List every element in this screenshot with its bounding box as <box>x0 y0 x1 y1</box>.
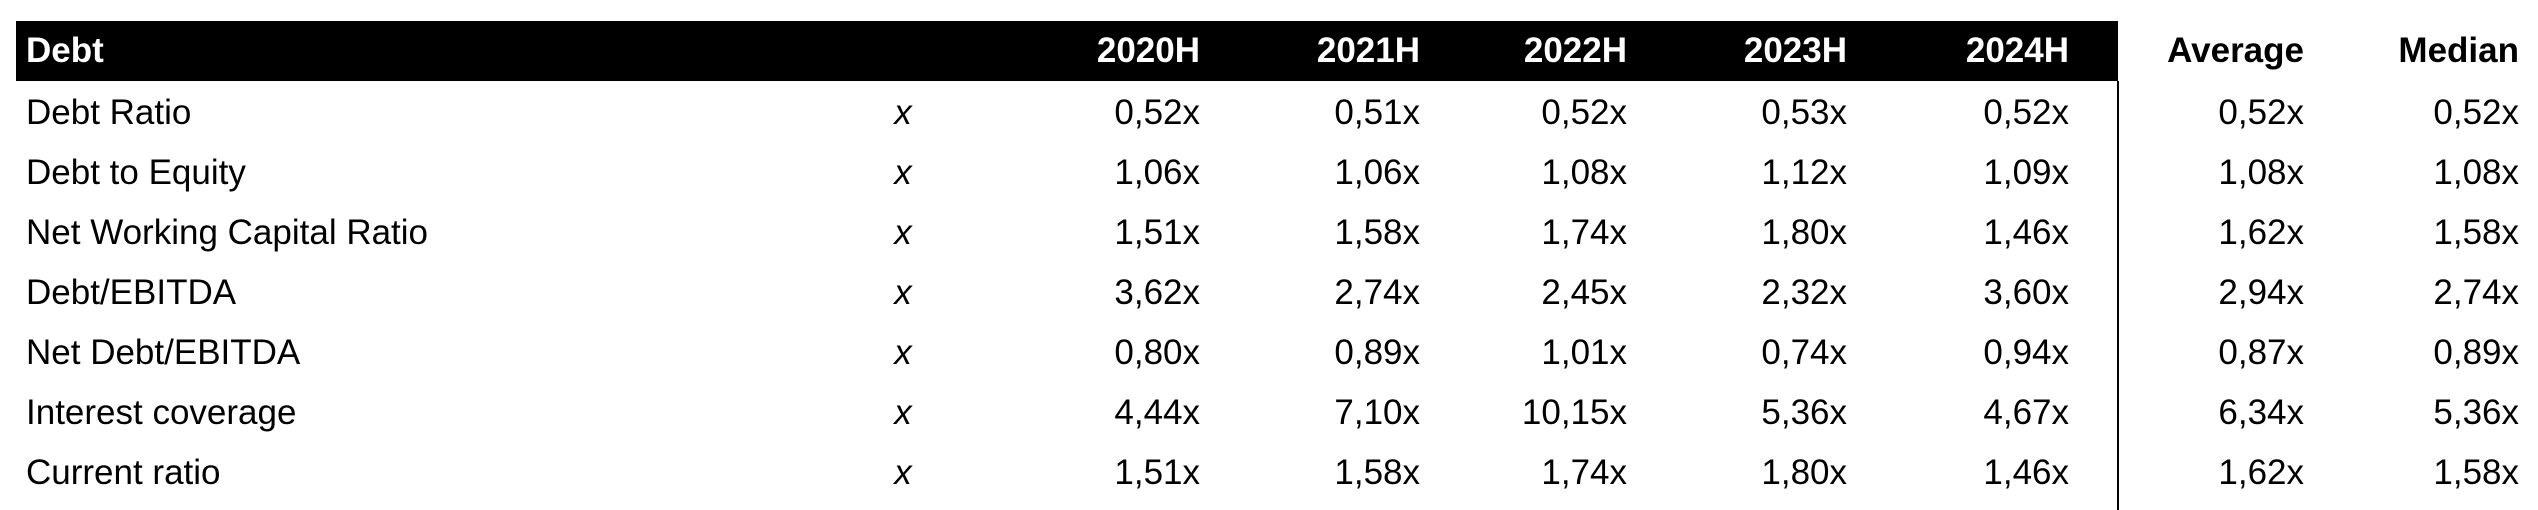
row-unit: x <box>894 273 912 312</box>
value-cell: 1,12x <box>1761 153 1847 192</box>
row-unit: x <box>894 453 912 492</box>
value-cell: 1,62x <box>2218 453 2304 492</box>
value-cell: 1,08x <box>2218 153 2304 192</box>
value-cell: 1,51x <box>1114 213 1200 252</box>
value-cell: 1,58x <box>2433 213 2519 252</box>
value-cell: 3,62x <box>1114 273 1200 312</box>
table-row: Net Debt/EBITDA x 0,80x 0,89x 1,01x 0,74x 0,94… <box>0 323 2538 383</box>
row-unit: x <box>894 213 912 252</box>
table-row: Interest coverage x 4,44x 7,10x 10,15x 5,36x 4… <box>0 383 2538 443</box>
col-header-2022h: 2022H <box>1523 31 1627 70</box>
col-header-2023h: 2023H <box>1743 31 1847 70</box>
row-unit: x <box>894 333 912 372</box>
row-unit: x <box>894 153 912 192</box>
header-bar <box>16 21 2118 81</box>
value-cell: 1,46x <box>1983 213 2069 252</box>
col-header-2021h: 2021H <box>1316 31 1420 70</box>
value-cell: 0,52x <box>2433 93 2519 132</box>
value-cell: 1,74x <box>1541 213 1627 252</box>
value-cell: 2,74x <box>1334 273 1420 312</box>
value-cell: 1,58x <box>1334 453 1420 492</box>
value-cell: 1,80x <box>1761 213 1847 252</box>
col-header-average: Average <box>2167 31 2304 70</box>
value-cell: 1,06x <box>1334 153 1420 192</box>
row-label: Debt to Equity <box>26 153 246 192</box>
value-cell: 5,36x <box>1761 393 1847 432</box>
value-cell: 1,80x <box>1761 453 1847 492</box>
value-cell: 0,53x <box>1761 93 1847 132</box>
value-cell: 0,94x <box>1983 333 2069 372</box>
row-label: Current ratio <box>26 453 221 492</box>
value-cell: 1,62x <box>2218 213 2304 252</box>
value-cell: 1,06x <box>1114 153 1200 192</box>
value-cell: 0,52x <box>2218 93 2304 132</box>
value-cell: 2,45x <box>1541 273 1627 312</box>
value-cell: 1,74x <box>1541 453 1627 492</box>
col-header-median: Median <box>2398 31 2519 70</box>
value-cell: 4,67x <box>1983 393 2069 432</box>
value-cell: 0,87x <box>2218 333 2304 372</box>
row-label: Net Debt/EBITDA <box>26 333 301 372</box>
value-cell: 1,58x <box>2433 453 2519 492</box>
value-cell: 0,80x <box>1114 333 1200 372</box>
value-cell: 1,08x <box>2433 153 2519 192</box>
row-label: Debt Ratio <box>26 93 192 132</box>
value-cell: 0,51x <box>1334 93 1420 132</box>
value-cell: 1,09x <box>1983 153 2069 192</box>
value-cell: 1,51x <box>1114 453 1200 492</box>
value-cell: 0,89x <box>2433 333 2519 372</box>
col-header-2020h: 2020H <box>1096 31 1200 70</box>
value-cell: 10,15x <box>1521 393 1627 432</box>
value-cell: 2,32x <box>1761 273 1847 312</box>
value-cell: 1,58x <box>1334 213 1420 252</box>
row-unit: x <box>894 93 912 132</box>
value-cell: 5,36x <box>2433 393 2519 432</box>
value-cell: 1,01x <box>1541 333 1627 372</box>
header-row: Debt 2020H 2021H 2022H 2023H 2024H Avera… <box>0 21 2538 81</box>
column-divider <box>2117 81 2119 510</box>
value-cell: 1,46x <box>1983 453 2069 492</box>
table-title: Debt <box>26 31 104 70</box>
value-cell: 4,44x <box>1114 393 1200 432</box>
value-cell: 2,74x <box>2433 273 2519 312</box>
table-row: Net Working Capital Ratio x 1,51x 1,58x 1,74… <box>0 203 2538 263</box>
value-cell: 0,74x <box>1761 333 1847 372</box>
value-cell: 6,34x <box>2218 393 2304 432</box>
value-cell: 3,60x <box>1983 273 2069 312</box>
table-row: Current ratio x 1,51x 1,58x 1,74x 1,80x 1,46x 1… <box>0 443 2538 503</box>
row-label: Debt/EBITDA <box>26 273 237 312</box>
value-cell: 7,10x <box>1334 393 1420 432</box>
table-row: Debt Ratio x 0,52x 0,51x 0,52x 0,53x 0,52x 0,52… <box>0 83 2538 143</box>
value-cell: 2,94x <box>2218 273 2304 312</box>
value-cell: 1,08x <box>1541 153 1627 192</box>
row-unit: x <box>894 393 912 432</box>
value-cell: 0,89x <box>1334 333 1420 372</box>
value-cell: 0,52x <box>1983 93 2069 132</box>
table-row: Debt/EBITDA x 3,62x 2,74x 2,45x 2,32x 3,60x 2,9… <box>0 263 2538 323</box>
value-cell: 0,52x <box>1541 93 1627 132</box>
row-label: Net Working Capital Ratio <box>26 213 429 252</box>
col-header-2024h: 2024H <box>1965 31 2069 70</box>
table-row: Debt to Equity x 1,06x 1,06x 1,08x 1,12x 1,09x… <box>0 143 2538 203</box>
value-cell: 0,52x <box>1114 93 1200 132</box>
row-label: Interest coverage <box>26 393 297 432</box>
